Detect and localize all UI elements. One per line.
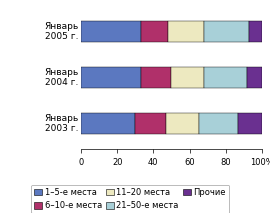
Bar [171,67,204,88]
Bar [141,21,168,42]
Bar [166,113,198,134]
Bar [141,67,171,88]
Bar [247,67,262,88]
Bar [238,113,262,134]
Bar [81,21,141,42]
Bar [135,113,166,134]
Legend: 1–5-е места, 6–10-е места, 11–20 места, 21–50-е места, Прочие: 1–5-е места, 6–10-е места, 11–20 места, … [31,185,229,213]
Bar [81,113,135,134]
Bar [204,21,249,42]
Bar [168,21,204,42]
Bar [81,67,141,88]
Bar [249,21,262,42]
Bar [198,113,238,134]
Bar [204,67,247,88]
